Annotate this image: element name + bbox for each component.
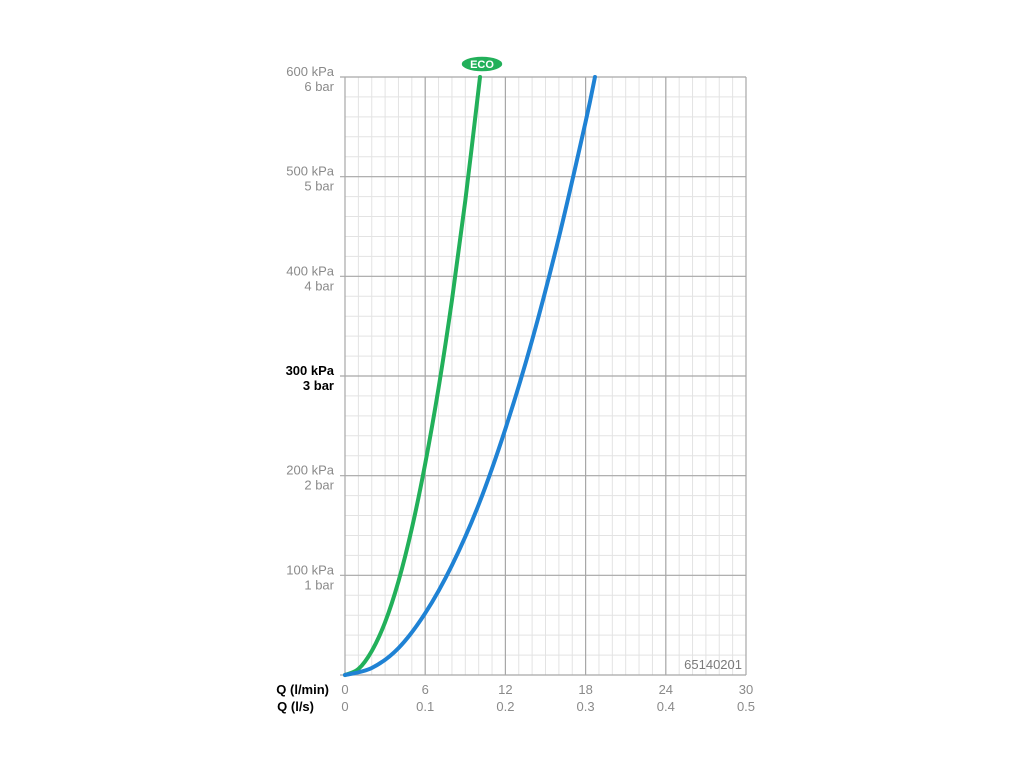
x-tick-label-ls: 0.3 [577,699,595,714]
y-tick-label-bar: 3 bar [303,378,334,393]
y-tick-label-bar: 4 bar [304,278,334,293]
x-tick-label-lmin: 12 [498,682,512,697]
x-tick-label-ls: 0 [341,699,348,714]
eco-badge: ECO [460,55,504,73]
x-tick-label-ls: 0.2 [496,699,514,714]
y-tick-label-bar: 2 bar [304,478,334,493]
series-line-eco [343,75,482,677]
y-tick-label-bar: 5 bar [304,179,334,194]
y-tick-label-kpa: 300 kPa [286,363,335,378]
major-grid [340,76,747,676]
x-axis-label-secondary: Q (l/s) [277,699,314,714]
eco-badge-shape [460,55,504,73]
x-tick-label-lmin: 0 [341,682,348,697]
x-tick-label-lmin: 30 [739,682,753,697]
x-tick-label-ls: 0.4 [657,699,675,714]
x-tick-label-ls: 0.5 [737,699,755,714]
series-lines [343,75,597,677]
x-tick-label-lmin: 6 [422,682,429,697]
y-tick-label-kpa: 200 kPa [286,463,334,478]
series-line-blue [343,75,597,677]
y-tick-label-bar: 1 bar [304,577,334,592]
x-axis-tick-labels: 0 0 6 0.1 12 0.2 18 0.3 24 0.4 30 0.5 [341,682,755,714]
y-tick-label-kpa: 600 kPa [286,64,334,79]
y-tick-label-kpa: 100 kPa [286,562,334,577]
x-tick-label-lmin: 18 [578,682,592,697]
x-tick-label-lmin: 24 [659,682,673,697]
y-tick-label-kpa: 500 kPa [286,164,334,179]
eco-badge-label: ECO [470,59,494,71]
x-axis-label-primary: Q (l/min) [276,682,329,697]
chart-code-label: 65140201 [684,657,742,672]
y-tick-label-bar: 6 bar [304,79,334,94]
x-tick-label-ls: 0.1 [416,699,434,714]
y-tick-label-kpa: 400 kPa [286,263,334,278]
